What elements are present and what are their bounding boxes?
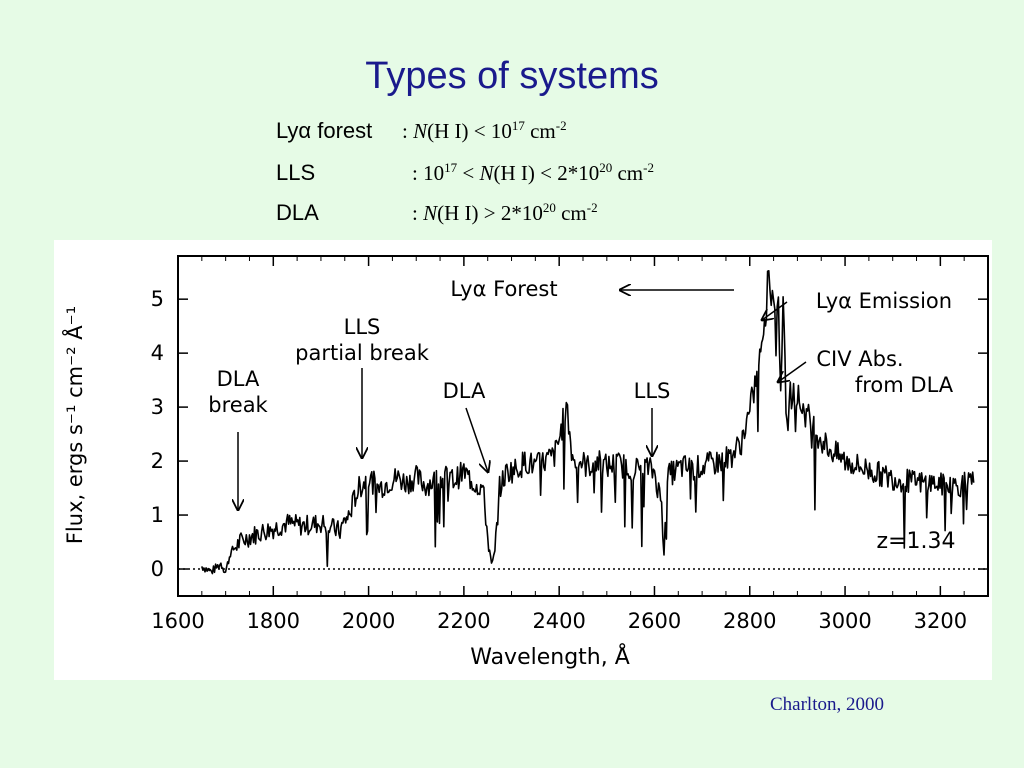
x-tick-label: 2000 — [342, 609, 395, 633]
arrow-dla — [465, 407, 488, 472]
x-tick-label: 2400 — [532, 609, 585, 633]
y-tick-label: 1 — [151, 503, 164, 527]
x-axis-label: Wavelength, Å — [470, 643, 630, 670]
annotation-dla: DLA — [443, 379, 486, 403]
definition-condition: : 1017 < N(H I) < 2*1020 cm-2 — [412, 160, 654, 185]
annotation-dla-break-top: DLA — [217, 367, 260, 391]
arrow-lya-emission — [762, 301, 788, 320]
y-tick-label: 4 — [151, 341, 164, 365]
definition-condition: : N(H I) < 1017 cm-2 — [402, 118, 567, 143]
definition-label: DLA — [276, 200, 319, 225]
annotation-lls: LLS — [634, 379, 671, 403]
y-tick-label: 3 — [151, 395, 164, 419]
x-tick-label: 1800 — [247, 609, 300, 633]
annotation-lya-emission: Lyα Emission — [816, 289, 952, 313]
x-tick-label: 3200 — [914, 609, 967, 633]
y-tick-label: 2 — [151, 449, 164, 473]
annotation-redshift: z=1.34 — [877, 529, 956, 554]
x-tick-label: 2600 — [628, 609, 681, 633]
arrow-civ-abs — [778, 361, 807, 382]
y-tick-label: 5 — [151, 287, 164, 311]
tick-labels: 1600 1800 2000 2200 2400 2600 2800 3000 3200 0 1 2 3… — [151, 287, 967, 633]
y-tick-label: 0 — [151, 557, 164, 581]
citation-credit: Charlton, 2000 — [770, 694, 884, 715]
slide-title: Types of systems — [365, 55, 659, 97]
spectrum-chart: 1600 1800 2000 2200 2400 2600 2800 3000 3200 0 1 2 3… — [61, 255, 989, 670]
annotation-break: break — [208, 393, 268, 417]
spectrum-panel: 1600 1800 2000 2200 2400 2600 2800 3000 3200 0 1 2 3… — [54, 240, 992, 680]
axis-ticks — [177, 256, 989, 596]
y-axis-label: Flux, ergs s⁻¹ cm⁻² Å⁻¹ — [61, 306, 87, 544]
x-tick-label: 2200 — [437, 609, 490, 633]
definition-label: Lyα forest — [276, 118, 373, 143]
x-tick-label: 3000 — [818, 609, 871, 633]
definition-label: LLS — [276, 160, 316, 185]
annotation-from-dla: from DLA — [855, 373, 954, 397]
annotation-civ-abs: CIV Abs. — [816, 347, 903, 371]
x-tick-label: 2800 — [723, 609, 776, 633]
annotation-lya-forest: Lyα Forest — [450, 277, 557, 301]
spectrum-line — [201, 270, 975, 575]
definition-condition: : N(H I) > 2*1020 cm-2 — [412, 200, 598, 225]
x-tick-label: 1600 — [151, 609, 204, 633]
annotation-partial-break: partial break — [295, 341, 430, 365]
annotation-lls-top: LLS — [344, 315, 381, 339]
